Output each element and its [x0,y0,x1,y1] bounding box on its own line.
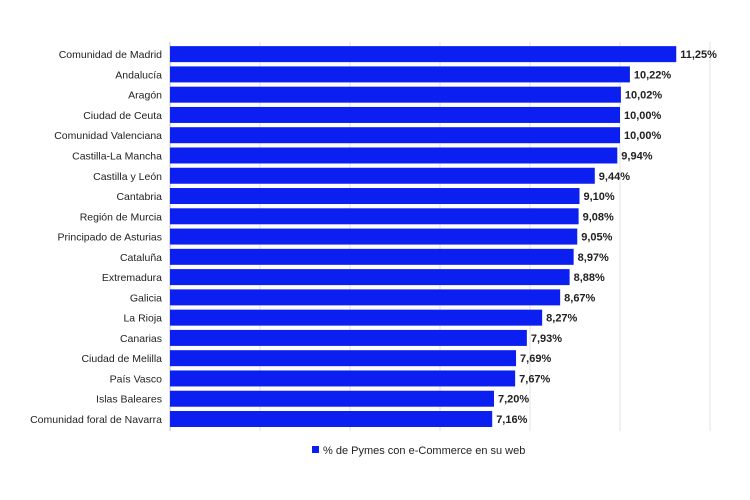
legend: % de Pymes con e-Commerce en su web [312,445,525,457]
category-label: Principado de Asturias [58,232,162,244]
category-label: Cantabria [116,191,162,203]
bar [170,127,620,144]
legend-swatch [312,446,319,453]
value-label: 7,93% [531,333,562,345]
bars [170,46,677,427]
value-label: 9,05% [581,232,612,244]
category-label: País Vasco [110,373,162,385]
bar [170,147,618,164]
value-label: 8,97% [578,252,609,264]
bar [170,309,543,326]
value-label: 9,10% [584,191,615,203]
category-label: Extremadura [102,272,162,284]
bar [170,46,677,63]
value-label: 9,44% [599,171,630,183]
category-label: Comunidad de Madrid [59,49,162,61]
category-label: Canarias [120,333,162,345]
value-label: 7,67% [519,373,550,385]
category-label: Comunidad Valenciana [54,130,162,142]
value-label: 8,88% [574,272,605,284]
category-label: Castilla y León [93,171,162,183]
category-label: Castilla-La Mancha [72,150,162,162]
bar [170,248,574,265]
category-label: Región de Murcia [80,211,162,223]
value-label: 10,00% [624,130,662,142]
value-label: 7,16% [496,414,527,426]
value-label: 9,94% [621,150,652,162]
bar [170,269,570,286]
bar [170,167,595,184]
category-label: Comunidad foral de Navarra [30,414,162,426]
bar [170,66,630,83]
bar [170,329,527,346]
value-label: 8,67% [564,292,595,304]
value-label: 9,08% [583,211,614,223]
bar [170,370,516,387]
bar [170,208,579,225]
bar [170,350,517,367]
value-label: 10,22% [634,69,672,81]
category-label: Islas Baleares [96,394,162,406]
category-label: Galicia [130,292,162,304]
bar [170,410,493,427]
legend-label: % de Pymes con e-Commerce en su web [323,445,525,457]
bar [170,390,494,407]
bar [170,289,561,306]
value-label: 7,20% [498,394,529,406]
category-label: La Rioja [123,313,162,325]
value-label: 10,00% [624,110,662,122]
value-label: 8,27% [546,313,577,325]
bar [170,86,621,103]
category-label: Cataluña [120,252,162,264]
category-label: Aragón [128,90,162,102]
category-label: Ciudad de Melilla [81,353,162,365]
value-label: 10,02% [625,90,663,102]
bar [170,106,620,123]
bar [170,228,578,245]
category-labels: Comunidad de Madrid Andalucía Aragón Ciudad… [30,49,162,426]
category-label: Andalucía [115,69,162,81]
category-label: Ciudad de Ceuta [83,110,162,122]
value-label: 11,25% [680,49,717,61]
value-label: 7,69% [520,353,551,365]
value-labels: 11,25% 10,22% 10,02% 10,00% 10,00% 9,94% 9,44%… [496,49,717,426]
bar [170,188,580,205]
